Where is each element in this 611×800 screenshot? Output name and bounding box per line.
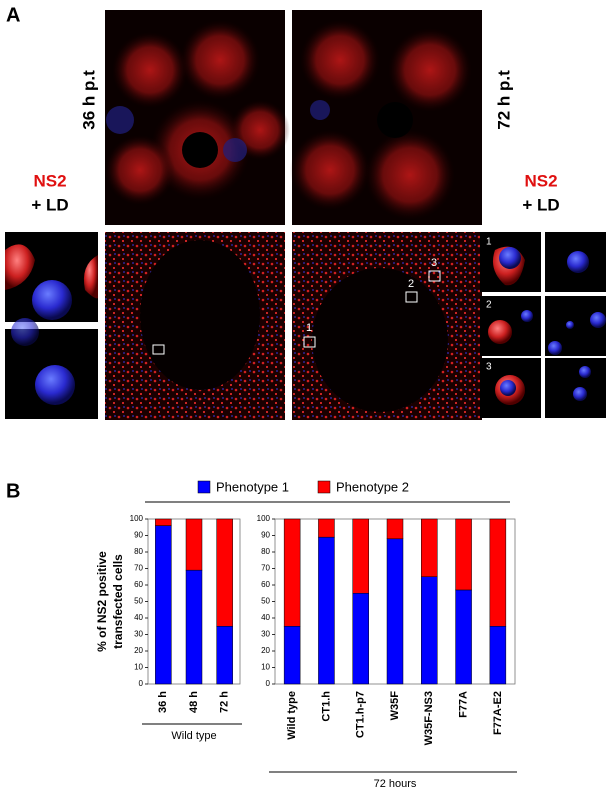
micrograph: [5, 232, 98, 419]
legend-swatch: [317, 480, 331, 494]
bar-segment: [489, 518, 507, 627]
x-tick-label: W35F: [389, 691, 401, 721]
group-label: 72 hours: [374, 778, 417, 790]
bar-segment: [185, 569, 203, 685]
x-tick-label: F77A-E2: [492, 691, 504, 735]
micrograph-grid: 1 2 3: [480, 232, 606, 418]
y-tick-label: 60: [134, 580, 143, 589]
bar-segment: [155, 518, 172, 526]
y-tick-label: 90: [134, 531, 143, 540]
legend-swatch: [197, 480, 211, 494]
panel-a: A 36 h p.t 72 h p.t NS2 + LD NS2 + LD: [5, 4, 606, 420]
y-tick-label: 70: [134, 564, 143, 573]
bar-segment: [216, 518, 233, 627]
y-tick-label: 10: [134, 663, 143, 672]
roi-label: 1: [486, 237, 492, 248]
y-tick-label: 60: [261, 580, 270, 589]
y-tick-label: 80: [134, 547, 143, 556]
y-tick-label: 90: [261, 531, 270, 540]
bar-segment: [352, 518, 369, 594]
y-tick-label: 50: [134, 597, 143, 606]
bar-segment: [386, 538, 404, 685]
time-label: 36 h p.t: [79, 70, 98, 130]
y-tick-label: 40: [261, 613, 270, 622]
panel-label: A: [6, 4, 20, 26]
y-tick-label: 30: [134, 630, 143, 639]
time-label: 72 h p.t: [494, 70, 513, 130]
x-tick-label: Wild type: [286, 691, 298, 740]
bar-segment: [489, 626, 507, 685]
bar-segment: [421, 518, 438, 577]
roi-label: 2: [486, 300, 492, 311]
micrograph: [290, 10, 482, 225]
bar-segment: [283, 626, 301, 685]
y-tick-label: 0: [139, 679, 144, 688]
x-tick-label: F77A: [457, 691, 469, 718]
legend-label: Phenotype 1: [216, 479, 289, 494]
x-tick-label: 36 h: [157, 691, 169, 713]
stain-label: + LD: [522, 195, 559, 214]
stain-label: NS2: [524, 171, 557, 190]
bar-segment: [352, 593, 369, 685]
x-tick-label: CT1.h-p7: [355, 691, 367, 738]
bar-segment: [185, 518, 203, 571]
bar-segment: [455, 589, 472, 685]
roi-label: 1: [306, 322, 312, 334]
bar-segment: [155, 525, 172, 685]
bar-segment: [283, 518, 301, 627]
y-tick-label: 100: [257, 514, 271, 523]
legend-label: Phenotype 2: [336, 479, 409, 494]
micrograph: [105, 232, 285, 420]
y-axis-label: transfected cells: [111, 554, 125, 649]
y-tick-label: 10: [261, 663, 270, 672]
bar-segment: [318, 536, 335, 685]
roi-label: 3: [486, 362, 492, 373]
y-tick-label: 40: [134, 613, 143, 622]
stain-label: NS2: [33, 171, 66, 190]
y-tick-label: 80: [261, 547, 270, 556]
micrograph: [105, 10, 290, 225]
roi-label: 2: [408, 278, 414, 290]
y-tick-label: 0: [266, 679, 271, 688]
bar-segment: [386, 518, 404, 540]
panel-label: B: [6, 480, 20, 502]
group-label: Wild type: [171, 730, 216, 742]
y-tick-label: 20: [134, 646, 143, 655]
y-tick-label: 70: [261, 564, 270, 573]
bar-segment: [421, 576, 438, 685]
bar-segment: [455, 518, 472, 591]
x-tick-label: W35F-NS3: [423, 691, 435, 745]
y-tick-label: 20: [261, 646, 270, 655]
roi-label: 3: [431, 257, 437, 269]
y-tick-label: 50: [261, 597, 270, 606]
stain-label: + LD: [31, 195, 68, 214]
y-axis-label: % of NS2 positive: [95, 551, 109, 652]
y-tick-label: 100: [130, 514, 144, 523]
bar-segment: [216, 626, 233, 685]
micrograph: 1 2 3: [292, 232, 482, 420]
x-tick-label: CT1.h: [320, 691, 332, 722]
x-tick-label: 72 h: [219, 691, 231, 713]
bar-segment: [318, 518, 335, 538]
x-tick-label: 48 h: [188, 691, 200, 713]
y-tick-label: 30: [261, 630, 270, 639]
